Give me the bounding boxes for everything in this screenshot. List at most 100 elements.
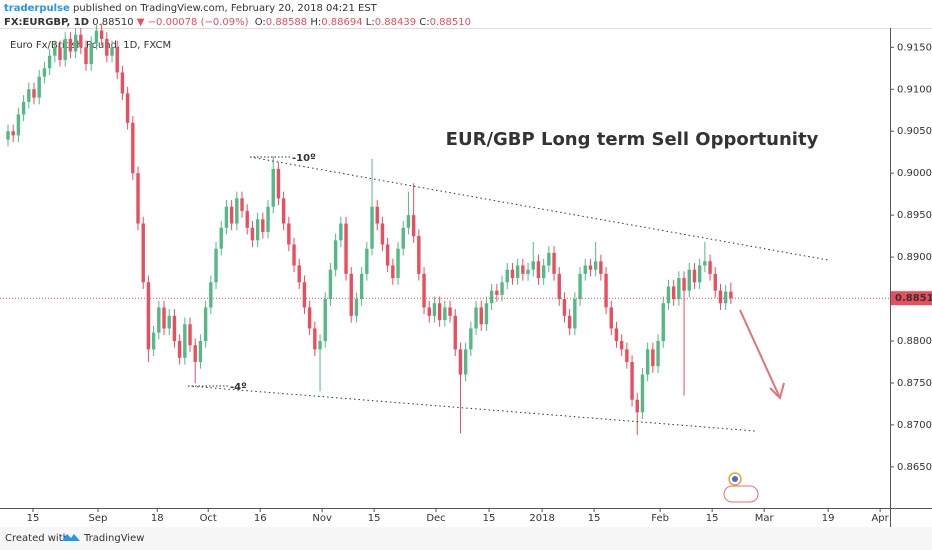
last: 0.88510 [92,17,133,28]
candle-body [292,244,296,266]
candle-body [209,282,213,308]
candle-body [183,324,187,358]
candle-body [500,282,504,295]
candle-body [708,261,712,274]
candle-body [16,114,21,136]
y-tick-label: 0.86500 [897,462,932,473]
candle-body [354,299,359,316]
candle-body [89,43,93,65]
candle-body [630,361,634,400]
candle-body [229,206,234,224]
candle-body [562,299,567,316]
candle-body [697,265,702,283]
candle-body [635,399,639,413]
footer-brand: TradingView [83,533,144,544]
candle-body [619,341,624,350]
ohlc-label: O: [255,17,266,28]
candle-body [6,131,10,140]
author: traderpulse [4,3,70,14]
angle-label: -10º [292,153,316,164]
candle-body [47,55,52,69]
candle-body [162,307,166,329]
candle-body [214,248,218,283]
candle-body [94,30,99,44]
candle-body [671,286,676,300]
ohlc-label: C: [419,17,429,28]
candle-body [177,341,182,358]
candle-body [411,215,416,237]
candle-body [42,68,47,77]
x-tick-label: 15 [368,513,381,524]
candle-body [287,223,291,245]
header-line: traderpulse published on TradingView.com… [4,3,378,14]
footer-bar [0,527,932,550]
candle-body [370,206,374,249]
quote-line: FX:EURGBP, 1D 0.88510 ▼ −0.00078 (−0.09%… [4,17,471,28]
x-tick-label: 15 [27,513,40,524]
candle-body [614,328,619,342]
candle-body [110,47,114,56]
ohlc-value: 0.88510 [430,17,471,28]
candle-body [146,282,151,350]
sell-arrow [739,309,785,400]
candle-body [333,240,338,270]
candle-body [609,307,613,329]
candle-body [271,168,275,207]
candle-body [396,248,400,279]
x-tick-label: 2018 [529,513,554,524]
candle-body [235,198,239,224]
candle-body [536,261,541,279]
candle-body [437,303,442,321]
candle-body [53,47,57,56]
candle-body [526,269,530,274]
candle-body [656,341,660,367]
candle-body [313,328,317,350]
candle-body [198,341,203,362]
candle-body [723,291,728,304]
candle-body [375,206,379,224]
candle-body [729,291,733,299]
candle-body [79,34,83,48]
candle-body [666,286,671,304]
candle-body [687,269,691,291]
candle-body [422,273,426,308]
x-tick-label: Oct [200,513,217,524]
candle-body [583,265,587,274]
candle-body [578,273,582,300]
candle-body [73,34,78,52]
candle-body [99,30,104,39]
candle-body [573,299,577,329]
candle-body [344,223,348,274]
x-tick-label: 16 [254,513,267,524]
candle-body [219,227,223,249]
candle-body [297,265,301,283]
candle-body [463,349,468,375]
candle-body [531,261,535,270]
x-tick-label: 15 [588,513,601,524]
candle-body [224,206,229,228]
x-tick-label: 15 [706,513,719,524]
candle-body [261,219,265,232]
candle-body [474,307,478,329]
upper-trendline [249,156,829,261]
candle-body [469,328,473,350]
candle-body [365,248,369,274]
candle-body [401,227,405,249]
candle-body [63,38,67,60]
candle-body [458,349,463,375]
candle-body [136,173,140,224]
candle-body [505,269,509,283]
candle-body [661,303,665,342]
candle-body [692,269,697,283]
candle-body [131,122,135,174]
candle-body [593,261,598,270]
candle-body [432,303,437,316]
candle-body [11,131,15,136]
candle-body [115,47,119,73]
candle-body [406,215,411,228]
candle-body [391,265,395,279]
x-tick-label: Mar [755,513,775,524]
candle-body [651,349,655,367]
